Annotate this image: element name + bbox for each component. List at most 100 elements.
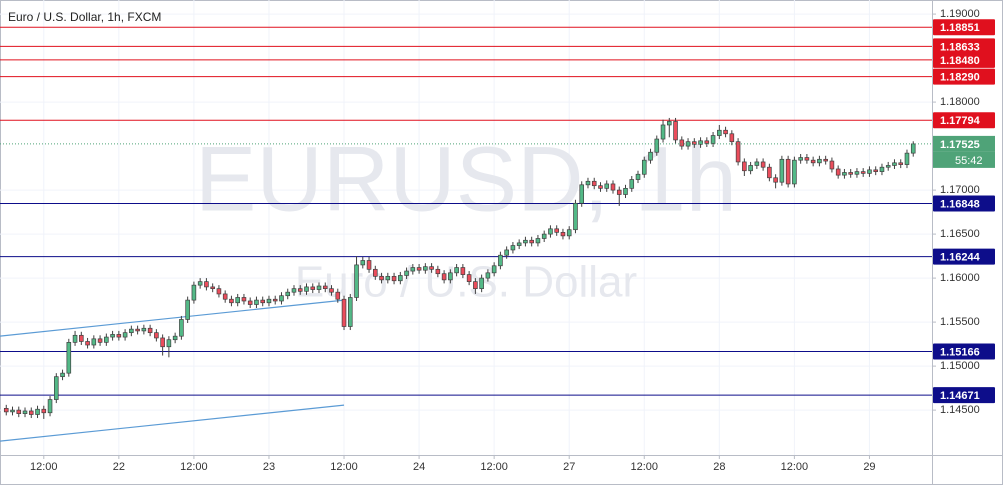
level-label: 1.16244 — [940, 252, 981, 264]
candle-body — [104, 336, 109, 343]
candle-body — [598, 185, 603, 189]
level-label-box — [933, 343, 995, 360]
candle-body — [147, 327, 153, 334]
candle-body — [823, 158, 828, 162]
candle-body — [22, 410, 28, 414]
last-price-label: 1.17525 — [940, 139, 980, 151]
candle-body — [523, 239, 528, 244]
candle-body — [373, 268, 378, 277]
candle-body — [16, 409, 22, 414]
x-tick-label: 12:00 — [30, 461, 58, 473]
candle-body — [460, 267, 466, 275]
candle-body — [441, 273, 447, 281]
candle-body — [416, 267, 422, 271]
candle-body — [848, 172, 853, 175]
candle-body — [341, 298, 347, 327]
candle-body — [704, 140, 710, 144]
candle-body — [391, 275, 397, 282]
candle-body — [591, 180, 597, 187]
candle-body — [166, 339, 172, 348]
candle-body — [629, 179, 635, 189]
candle-body — [172, 335, 178, 341]
level-label: 1.14671 — [940, 390, 980, 402]
plot — [0, 26, 932, 442]
candle-body — [141, 327, 147, 332]
candle-body — [247, 300, 253, 305]
trend-line — [0, 299, 345, 337]
candle-body — [197, 281, 203, 286]
candle-body — [260, 299, 266, 304]
candle-body — [885, 165, 891, 168]
candle-body — [654, 138, 660, 153]
candle-body — [498, 254, 503, 267]
level-label-box — [933, 38, 995, 55]
candle-body — [47, 399, 53, 414]
candle-body — [291, 288, 297, 293]
candle-body — [310, 286, 316, 290]
level-label: 1.16848 — [940, 198, 980, 210]
y-tick-label: 1.15000 — [940, 360, 980, 372]
candle-body — [91, 338, 97, 346]
candle-body — [585, 180, 591, 186]
candle-body — [723, 129, 728, 135]
candle-body — [529, 239, 534, 244]
candle-body — [516, 242, 522, 246]
candle-body — [817, 158, 822, 164]
candle-body — [241, 297, 247, 302]
candle-body — [335, 291, 341, 300]
candle-body — [116, 334, 122, 338]
candle-body — [754, 161, 760, 166]
candle-body — [272, 298, 278, 302]
candle-body — [129, 328, 134, 334]
candle-body — [435, 268, 441, 275]
candle-body — [504, 249, 509, 256]
chart-title: Euro / U.S. Dollar, 1h, FXCM — [8, 10, 161, 24]
candle-body — [429, 266, 434, 270]
candle-body — [604, 183, 610, 189]
x-tick-label: 12:00 — [330, 461, 358, 473]
level-label-box — [933, 19, 995, 36]
candle-body — [41, 408, 47, 414]
candle-body — [254, 299, 259, 305]
candle-body — [798, 157, 803, 161]
candle-body — [660, 124, 666, 140]
candle-body — [347, 297, 353, 327]
level-label: 1.18290 — [940, 71, 980, 83]
candle-body — [835, 168, 841, 176]
candle-body — [860, 171, 866, 174]
x-tick-label: 23 — [263, 461, 275, 473]
candle-body — [322, 285, 328, 290]
candle-body — [354, 264, 359, 298]
x-tick-label: 24 — [413, 461, 425, 473]
candle-body — [329, 288, 334, 293]
candle-body — [773, 177, 778, 183]
candle-body — [616, 189, 622, 195]
candle-body — [479, 277, 484, 290]
candle-body — [135, 328, 140, 332]
level-label: 1.18480 — [940, 55, 980, 67]
candle-body — [85, 341, 90, 346]
candle-body — [179, 319, 184, 337]
candle-body — [410, 267, 416, 272]
candle-body — [266, 298, 272, 304]
candle-body — [60, 372, 65, 378]
candle-body — [122, 332, 128, 338]
candle-body — [692, 141, 697, 145]
candle-body — [842, 172, 847, 176]
candle-body — [54, 376, 59, 400]
candle-body — [10, 409, 15, 413]
candle-body — [360, 260, 366, 266]
candle-body — [454, 267, 459, 274]
candle-body — [297, 288, 303, 292]
candle-body — [742, 161, 747, 172]
candle-body — [216, 288, 222, 295]
candle-body — [679, 139, 685, 147]
candle-body — [510, 245, 516, 251]
candle-body — [385, 275, 391, 281]
candle-body — [423, 266, 428, 271]
candle-body — [867, 169, 872, 174]
candle-body — [579, 184, 585, 204]
candle-body — [879, 166, 885, 172]
